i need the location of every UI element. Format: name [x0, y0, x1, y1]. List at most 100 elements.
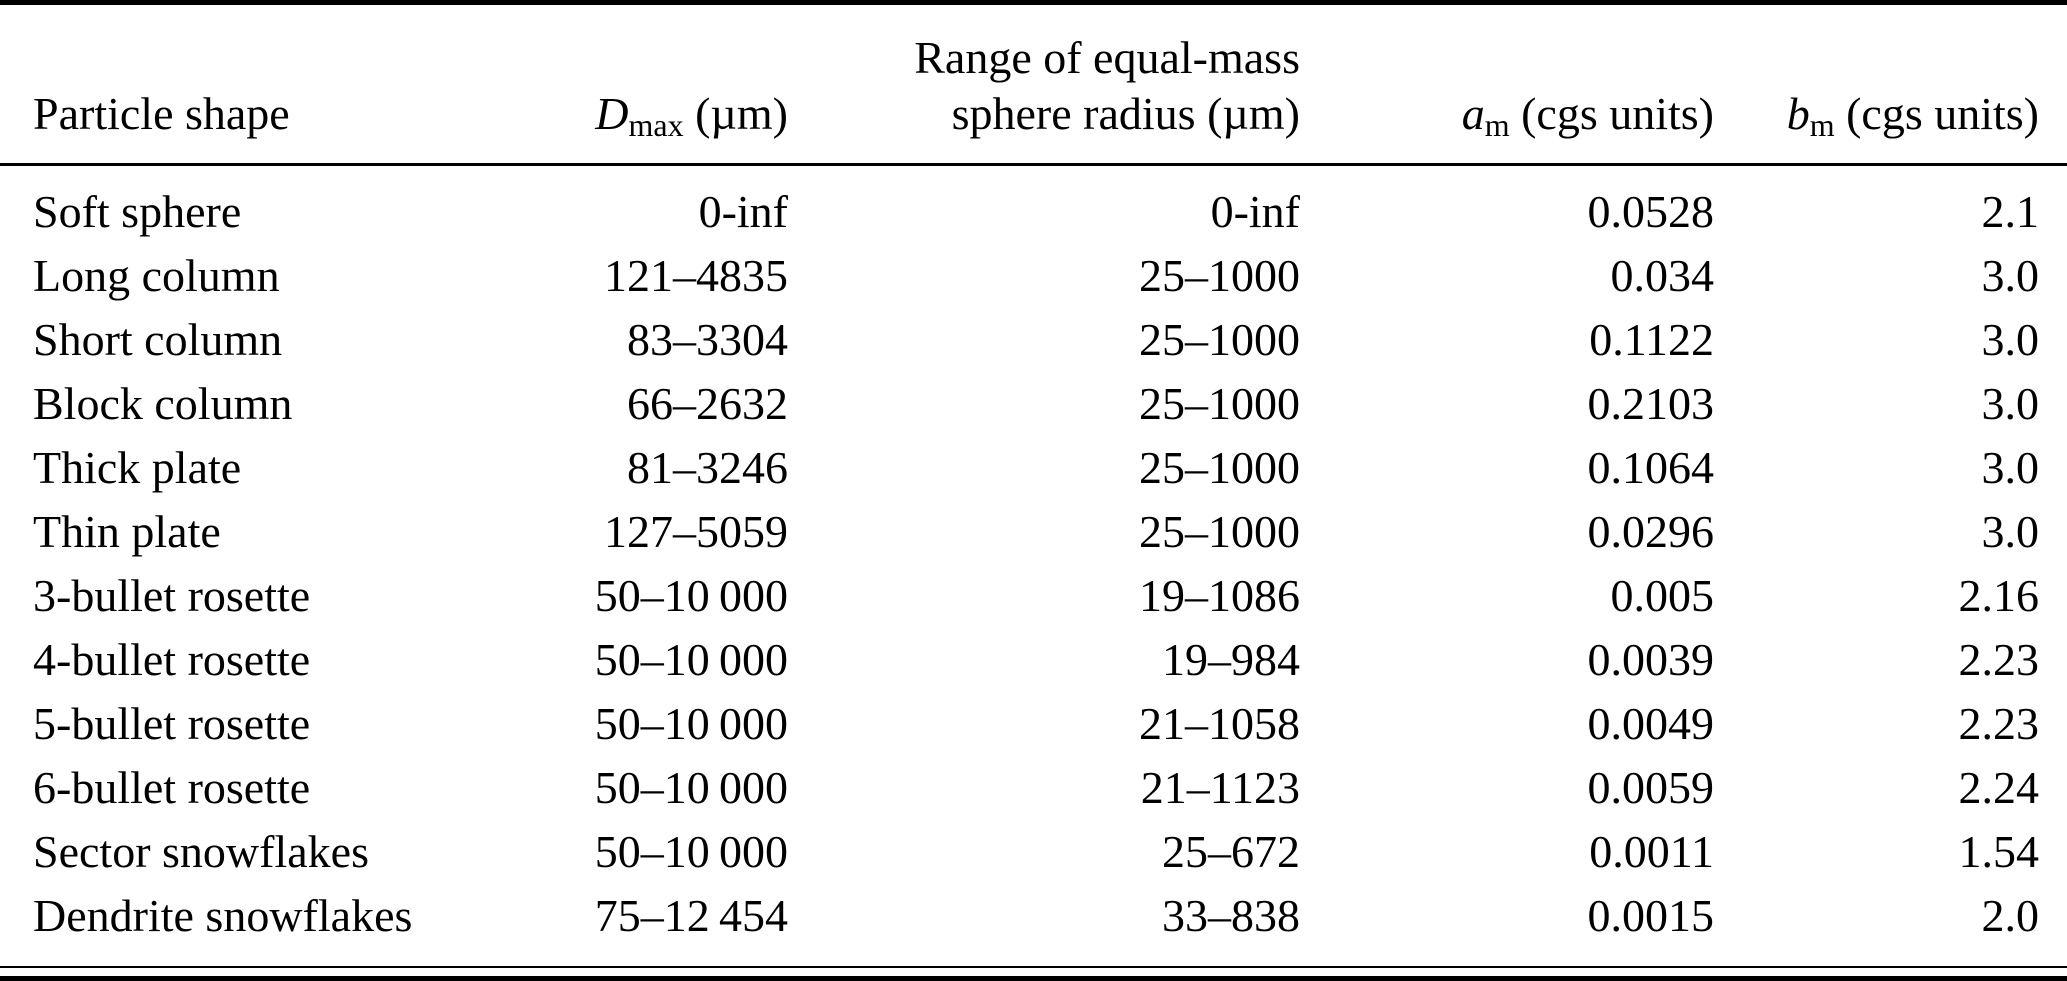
cell-a: 0.005: [1610, 569, 1715, 621]
header-spacer: [550, 5, 788, 83]
table-row: Thick plate 81–3246 25–1000 0.1064 3.0: [0, 436, 2067, 500]
cell-radius: 21–1058: [1139, 697, 1300, 749]
cell-a: 0.0039: [1587, 633, 1715, 685]
cell-dmax: 127–5059: [604, 505, 788, 557]
a-unit: (cgs units): [1509, 88, 1714, 139]
cell-radius: 25–1000: [1139, 505, 1300, 557]
cell-dmax: 0-inf: [698, 185, 788, 237]
cell-b: 2.23: [1958, 697, 2040, 749]
column-header-a-coeff: am (cgs units): [1300, 83, 1714, 166]
cell-dmax: 75–12 454: [594, 889, 788, 941]
b-subscript: m: [1809, 107, 1835, 143]
header-spacer: [1714, 5, 2067, 83]
cell-a: 0.0528: [1587, 185, 1715, 237]
cell-shape: 6-bullet rosette: [33, 761, 311, 813]
table-row: 3-bullet rosette 50–10 000 19–1086 0.005…: [0, 564, 2067, 628]
cell-dmax: 83–3304: [627, 313, 788, 365]
header-spacer: [0, 5, 550, 83]
cell-a: 0.0059: [1587, 761, 1715, 813]
cell-b: 2.16: [1958, 569, 2040, 621]
cell-radius: 25–1000: [1139, 441, 1300, 493]
cell-shape: Dendrite snowflakes: [33, 889, 413, 941]
table-row: Thin plate 127–5059 25–1000 0.0296 3.0: [0, 500, 2067, 564]
cell-radius: 21–1123: [1140, 761, 1300, 813]
cell-a: 0.0015: [1587, 889, 1715, 941]
cell-dmax: 50–10 000: [594, 569, 788, 621]
cell-radius: 33–838: [1162, 889, 1300, 941]
column-header-dmax: Dmax (µm): [550, 83, 788, 166]
cell-dmax: 81–3246: [627, 441, 788, 493]
table-bottom-thin-rule: [0, 966, 2067, 968]
a-subscript: m: [1484, 107, 1510, 143]
cell-b: 2.24: [1958, 761, 2040, 813]
a-symbol: a: [1461, 88, 1485, 139]
cell-a: 0.0011: [1589, 825, 1714, 877]
cell-radius: 0-inf: [1210, 185, 1300, 237]
dmax-unit: (µm): [683, 88, 788, 139]
cell-a: 0.034: [1610, 249, 1715, 301]
particle-shape-parameters-table: Range of equal-mass Particle shape Dmax …: [0, 5, 2067, 948]
cell-shape: Soft sphere: [33, 185, 242, 237]
cell-shape: Short column: [33, 313, 283, 365]
column-header-b-coeff: bm (cgs units): [1714, 83, 2067, 166]
dmax-subscript: max: [628, 107, 684, 143]
column-header-particle-shape: Particle shape: [0, 83, 550, 166]
cell-dmax: 50–10 000: [594, 761, 788, 813]
cell-a: 0.1122: [1589, 313, 1714, 365]
table-body: Soft sphere 0-inf 0-inf 0.0528 2.1 Long …: [0, 164, 2067, 948]
table-row: Sector snowflakes 50–10 000 25–672 0.001…: [0, 820, 2067, 884]
cell-radius: 25–672: [1162, 825, 1300, 877]
cell-shape: Thin plate: [33, 505, 221, 557]
table-row: 6-bullet rosette 50–10 000 21–1123 0.005…: [0, 756, 2067, 820]
cell-shape: Long column: [33, 249, 280, 301]
cell-b: 3.0: [1981, 377, 2040, 429]
cell-b: 1.54: [1958, 825, 2040, 877]
table-header: Range of equal-mass Particle shape Dmax …: [0, 5, 2067, 166]
cell-shape: Sector snowflakes: [33, 825, 369, 877]
cell-b: 3.0: [1981, 249, 2040, 301]
cell-shape: 3-bullet rosette: [33, 569, 311, 621]
column-header-sphere-radius: sphere radius (µm): [788, 83, 1300, 166]
table-top-rule: [0, 0, 2067, 5]
table-row: 4-bullet rosette 50–10 000 19–984 0.0039…: [0, 628, 2067, 692]
table-row: Soft sphere 0-inf 0-inf 0.0528 2.1: [0, 164, 2067, 244]
cell-radius: 19–1086: [1139, 569, 1300, 621]
cell-radius: 25–1000: [1139, 377, 1300, 429]
b-unit: (cgs units): [1834, 88, 2039, 139]
cell-shape: 5-bullet rosette: [33, 697, 311, 749]
header-row-2: Particle shape Dmax (µm) sphere radius (…: [0, 83, 2067, 166]
cell-dmax: 50–10 000: [594, 825, 788, 877]
cell-shape: 4-bullet rosette: [33, 633, 311, 685]
cell-dmax: 50–10 000: [594, 697, 788, 749]
cell-a: 0.2103: [1587, 377, 1715, 429]
table-row: Block column 66–2632 25–1000 0.2103 3.0: [0, 372, 2067, 436]
cell-b: 3.0: [1981, 505, 2040, 557]
b-symbol: b: [1786, 88, 1810, 139]
cell-shape: Block column: [33, 377, 293, 429]
cell-radius: 19–984: [1162, 633, 1300, 685]
cell-radius: 25–1000: [1139, 313, 1300, 365]
cell-shape: Thick plate: [33, 441, 242, 493]
cell-b: 3.0: [1981, 313, 2040, 365]
table-row: Dendrite snowflakes 75–12 454 33–838 0.0…: [0, 884, 2067, 948]
table-row: 5-bullet rosette 50–10 000 21–1058 0.004…: [0, 692, 2067, 756]
table-bottom-thick-rule: [0, 976, 2067, 981]
cell-radius: 25–1000: [1139, 249, 1300, 301]
cell-dmax: 66–2632: [627, 377, 788, 429]
table-row: Short column 83–3304 25–1000 0.1122 3.0: [0, 308, 2067, 372]
cell-a: 0.0049: [1587, 697, 1715, 749]
dmax-symbol: D: [595, 88, 629, 139]
header-row-1: Range of equal-mass: [0, 5, 2067, 83]
cell-b: 2.1: [1981, 185, 2040, 237]
table-row: Long column 121–4835 25–1000 0.034 3.0: [0, 244, 2067, 308]
cell-dmax: 50–10 000: [594, 633, 788, 685]
header-range-line1: Range of equal-mass: [914, 32, 1300, 83]
cell-a: 0.1064: [1587, 441, 1715, 493]
cell-dmax: 121–4835: [604, 249, 788, 301]
header-spacer: [1300, 5, 1714, 83]
cell-b: 2.23: [1958, 633, 2040, 685]
cell-b: 3.0: [1981, 441, 2040, 493]
cell-a: 0.0296: [1587, 505, 1715, 557]
cell-b: 2.0: [1981, 889, 2040, 941]
